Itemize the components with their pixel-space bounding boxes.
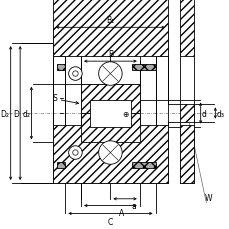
Text: B₁: B₁	[106, 16, 114, 25]
Bar	[81, 84, 139, 114]
Circle shape	[72, 71, 78, 77]
Text: S: S	[52, 93, 57, 102]
Text: D: D	[13, 109, 19, 118]
Circle shape	[98, 63, 122, 86]
Circle shape	[68, 68, 82, 81]
Text: C: C	[107, 217, 112, 226]
Text: d₂: d₂	[22, 109, 30, 118]
Bar	[180, 126, 194, 183]
Text: $\oplus$: $\oplus$	[122, 109, 129, 118]
Text: B: B	[107, 49, 112, 58]
Bar	[81, 114, 139, 143]
Circle shape	[98, 141, 122, 165]
Text: d₃: d₃	[215, 109, 224, 118]
Bar	[57, 65, 65, 71]
Bar	[131, 65, 155, 71]
Text: A: A	[119, 208, 124, 217]
Bar	[53, 126, 167, 183]
Bar	[131, 162, 155, 169]
Text: d: d	[201, 109, 206, 118]
Bar	[180, 105, 194, 122]
Circle shape	[68, 146, 82, 160]
Bar	[180, 0, 194, 56]
Circle shape	[72, 150, 78, 155]
Bar	[53, 0, 167, 56]
Bar	[90, 100, 130, 127]
Text: D₂: D₂	[0, 109, 9, 118]
Text: a: a	[131, 201, 136, 210]
Text: W: W	[204, 193, 211, 202]
Bar	[57, 162, 65, 169]
